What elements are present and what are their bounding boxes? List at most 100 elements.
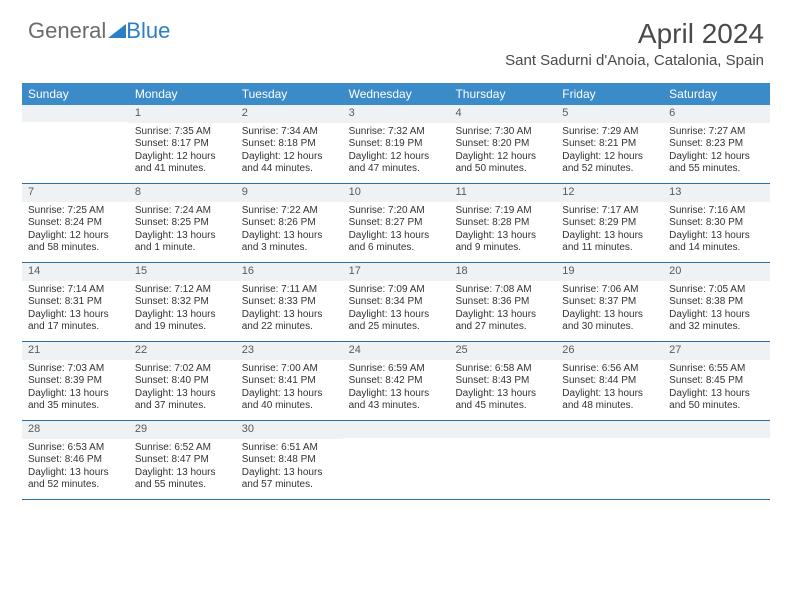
cell-body: Sunrise: 6:59 AMSunset: 8:42 PMDaylight:… [343, 360, 450, 419]
day-number [343, 421, 450, 438]
cell-body: Sunrise: 7:14 AMSunset: 8:31 PMDaylight:… [22, 281, 129, 340]
day2-text: and 9 minutes. [455, 242, 550, 255]
day-number: 6 [663, 105, 770, 123]
calendar-cell [449, 421, 556, 499]
day-number: 4 [449, 105, 556, 123]
day-number: 18 [449, 263, 556, 281]
day2-text: and 6 minutes. [349, 242, 444, 255]
cell-body: Sunrise: 6:58 AMSunset: 8:43 PMDaylight:… [449, 360, 556, 419]
sunrise-text: Sunrise: 7:16 AM [669, 205, 764, 218]
day1-text: Daylight: 13 hours [349, 309, 444, 322]
sunrise-text: Sunrise: 7:20 AM [349, 205, 444, 218]
day-number: 19 [556, 263, 663, 281]
day2-text: and 1 minute. [135, 242, 230, 255]
sunrise-text: Sunrise: 7:35 AM [135, 126, 230, 139]
cell-body: Sunrise: 7:09 AMSunset: 8:34 PMDaylight:… [343, 281, 450, 340]
cell-body: Sunrise: 7:17 AMSunset: 8:29 PMDaylight:… [556, 202, 663, 261]
cell-body: Sunrise: 7:22 AMSunset: 8:26 PMDaylight:… [236, 202, 343, 261]
day2-text: and 11 minutes. [562, 242, 657, 255]
sunset-text: Sunset: 8:20 PM [455, 138, 550, 151]
day-number [22, 105, 129, 122]
cell-body: Sunrise: 7:35 AMSunset: 8:17 PMDaylight:… [129, 123, 236, 182]
sunrise-text: Sunrise: 7:02 AM [135, 363, 230, 376]
sunset-text: Sunset: 8:28 PM [455, 217, 550, 230]
cell-body: Sunrise: 7:08 AMSunset: 8:36 PMDaylight:… [449, 281, 556, 340]
day2-text: and 35 minutes. [28, 400, 123, 413]
sunrise-text: Sunrise: 6:52 AM [135, 442, 230, 455]
day2-text: and 19 minutes. [135, 321, 230, 334]
logo-text-gray: General [28, 18, 106, 44]
day-header: Sunday [22, 83, 129, 105]
sunset-text: Sunset: 8:29 PM [562, 217, 657, 230]
day2-text: and 40 minutes. [242, 400, 337, 413]
day2-text: and 32 minutes. [669, 321, 764, 334]
calendar-cell: 12Sunrise: 7:17 AMSunset: 8:29 PMDayligh… [556, 184, 663, 262]
week-row: 21Sunrise: 7:03 AMSunset: 8:39 PMDayligh… [22, 342, 770, 421]
day-number: 9 [236, 184, 343, 202]
cell-body: Sunrise: 7:06 AMSunset: 8:37 PMDaylight:… [556, 281, 663, 340]
sunset-text: Sunset: 8:40 PM [135, 375, 230, 388]
sunset-text: Sunset: 8:41 PM [242, 375, 337, 388]
sunrise-text: Sunrise: 6:51 AM [242, 442, 337, 455]
calendar-cell [556, 421, 663, 499]
day1-text: Daylight: 13 hours [135, 230, 230, 243]
calendar-cell: 13 Sunrise: 7:16 AMSunset: 8:30 PMDayligh… [663, 184, 770, 262]
sunset-text: Sunset: 8:33 PM [242, 296, 337, 309]
day-header-row: Sunday Monday Tuesday Wednesday Thursday… [22, 83, 770, 105]
sunset-text: Sunset: 8:34 PM [349, 296, 444, 309]
sunrise-text: Sunrise: 7:34 AM [242, 126, 337, 139]
sunset-text: Sunset: 8:17 PM [135, 138, 230, 151]
sunrise-text: Sunrise: 7:22 AM [242, 205, 337, 218]
sunset-text: Sunset: 8:46 PM [28, 454, 123, 467]
day1-text: Daylight: 13 hours [135, 309, 230, 322]
calendar-cell [22, 105, 129, 183]
sunrise-text: Sunrise: 7:06 AM [562, 284, 657, 297]
day-number: 30 [236, 421, 343, 439]
calendar-cell: 11Sunrise: 7:19 AMSunset: 8:28 PMDayligh… [449, 184, 556, 262]
calendar-cell: 2Sunrise: 7:34 AMSunset: 8:18 PMDaylight… [236, 105, 343, 183]
cell-body: Sunrise: 7:24 AMSunset: 8:25 PMDaylight:… [129, 202, 236, 261]
calendar-cell: 25Sunrise: 6:58 AMSunset: 8:43 PMDayligh… [449, 342, 556, 420]
day-number: 29 [129, 421, 236, 439]
calendar-cell: 22Sunrise: 7:02 AMSunset: 8:40 PMDayligh… [129, 342, 236, 420]
week-row: 14Sunrise: 7:14 AMSunset: 8:31 PMDayligh… [22, 263, 770, 342]
sunrise-text: Sunrise: 7:12 AM [135, 284, 230, 297]
day1-text: Daylight: 13 hours [669, 388, 764, 401]
cell-body: Sunrise: 7:05 AMSunset: 8:38 PMDaylight:… [663, 281, 770, 340]
day2-text: and 55 minutes. [135, 479, 230, 492]
sunset-text: Sunset: 8:43 PM [455, 375, 550, 388]
week-row: 28Sunrise: 6:53 AMSunset: 8:46 PMDayligh… [22, 421, 770, 500]
calendar-cell: 6Sunrise: 7:27 AMSunset: 8:23 PMDaylight… [663, 105, 770, 183]
day1-text: Daylight: 12 hours [242, 151, 337, 164]
cell-body: Sunrise: 7:19 AMSunset: 8:28 PMDaylight:… [449, 202, 556, 261]
cell-body: Sunrise: 7:25 AMSunset: 8:24 PMDaylight:… [22, 202, 129, 261]
day2-text: and 14 minutes. [669, 242, 764, 255]
day1-text: Daylight: 13 hours [669, 230, 764, 243]
calendar-cell: 4Sunrise: 7:30 AMSunset: 8:20 PMDaylight… [449, 105, 556, 183]
day-header: Tuesday [236, 83, 343, 105]
day-number: 13 [663, 184, 770, 202]
day2-text: and 55 minutes. [669, 163, 764, 176]
sunrise-text: Sunrise: 7:24 AM [135, 205, 230, 218]
day2-text: and 52 minutes. [28, 479, 123, 492]
day2-text: and 58 minutes. [28, 242, 123, 255]
calendar-cell: 24Sunrise: 6:59 AMSunset: 8:42 PMDayligh… [343, 342, 450, 420]
location: Sant Sadurni d'Anoia, Catalonia, Spain [505, 52, 764, 69]
calendar-cell: 30Sunrise: 6:51 AMSunset: 8:48 PMDayligh… [236, 421, 343, 499]
day-number: 17 [343, 263, 450, 281]
sunset-text: Sunset: 8:36 PM [455, 296, 550, 309]
calendar-cell: 10Sunrise: 7:20 AMSunset: 8:27 PMDayligh… [343, 184, 450, 262]
day-number: 7 [22, 184, 129, 202]
calendar-cell: 26Sunrise: 6:56 AMSunset: 8:44 PMDayligh… [556, 342, 663, 420]
calendar-cell: 29Sunrise: 6:52 AMSunset: 8:47 PMDayligh… [129, 421, 236, 499]
sunset-text: Sunset: 8:21 PM [562, 138, 657, 151]
day1-text: Daylight: 13 hours [28, 467, 123, 480]
cell-body: Sunrise: 7:27 AMSunset: 8:23 PMDaylight:… [663, 123, 770, 182]
calendar-cell: 21Sunrise: 7:03 AMSunset: 8:39 PMDayligh… [22, 342, 129, 420]
day-number [449, 421, 556, 438]
day-header: Friday [556, 83, 663, 105]
cell-body: Sunrise: 6:56 AMSunset: 8:44 PMDaylight:… [556, 360, 663, 419]
sunset-text: Sunset: 8:30 PM [669, 217, 764, 230]
sunrise-text: Sunrise: 7:09 AM [349, 284, 444, 297]
sunrise-text: Sunrise: 7:29 AM [562, 126, 657, 139]
